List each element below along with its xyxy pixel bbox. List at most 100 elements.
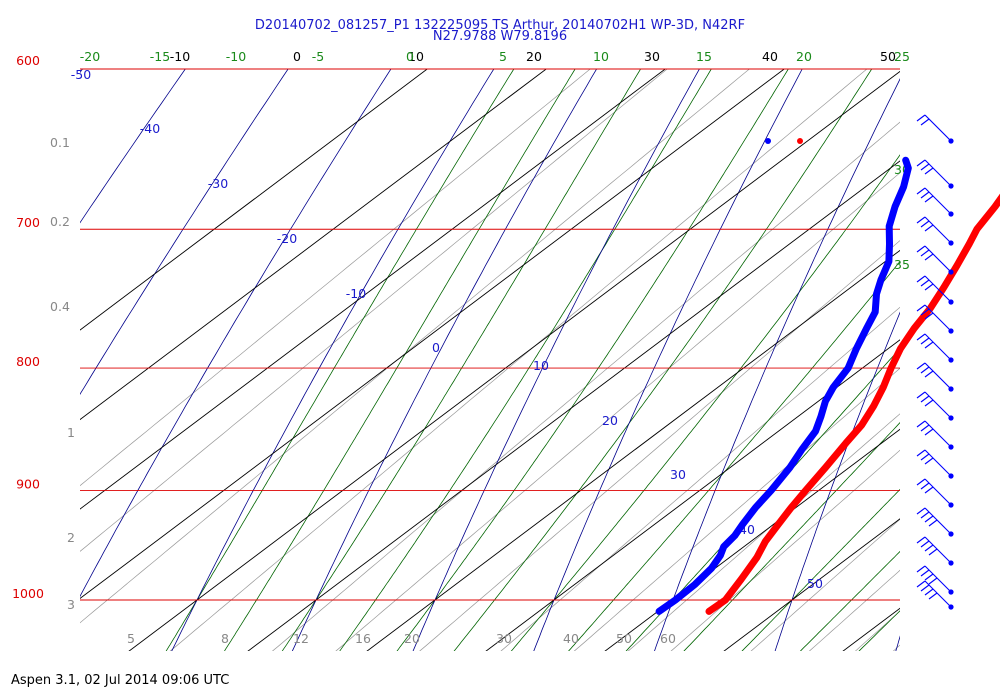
wind-barb bbox=[916, 478, 954, 508]
moist-adiabat-label: -5 bbox=[312, 49, 324, 64]
mixing-ratio-line bbox=[169, 69, 868, 651]
wind-barb bbox=[916, 449, 954, 479]
wind-barb bbox=[916, 565, 954, 595]
moist-adiabat-label: 25 bbox=[894, 49, 910, 64]
wind-barb bbox=[916, 245, 954, 275]
moist-adiabat-line bbox=[568, 260, 900, 651]
dry-adiabat-line bbox=[533, 69, 803, 651]
wind-barb bbox=[916, 159, 954, 189]
isotherm-label: -10 bbox=[170, 49, 190, 64]
wind-barb bbox=[916, 275, 954, 305]
isotherm-line bbox=[366, 249, 900, 651]
mixing-ratio-label: 50 bbox=[616, 631, 632, 646]
isotherm-line bbox=[949, 0, 1000, 661]
wind-barb bbox=[916, 507, 954, 537]
moist-adiabat-line bbox=[510, 154, 900, 651]
moist-adiabat-line bbox=[799, 550, 900, 651]
wind-barb bbox=[916, 536, 954, 566]
mixing-ratio-label: 0.4 bbox=[50, 299, 70, 314]
moist-adiabat-line bbox=[858, 610, 900, 651]
mixing-ratio-label: 2 bbox=[67, 530, 75, 545]
background-lines bbox=[0, 0, 1000, 661]
mixing-ratio-line bbox=[335, 172, 900, 651]
moist-adiabat-line bbox=[453, 69, 873, 651]
dry-adiabat-label: -20 bbox=[277, 231, 297, 246]
moist-adiabat-label: 15 bbox=[696, 49, 712, 64]
isotherm-label: 10 bbox=[408, 49, 424, 64]
mixing-ratio-label: 60 bbox=[660, 631, 676, 646]
mixing-ratio-label: 12 bbox=[293, 631, 309, 646]
mixing-ratio-label: 3 bbox=[67, 597, 75, 612]
moist-adiabat-line bbox=[281, 69, 642, 651]
dry-adiabat-label: 0 bbox=[432, 340, 440, 355]
moist-adiabat-label: -20 bbox=[80, 49, 100, 64]
wind-barb bbox=[916, 420, 954, 450]
mixing-ratio-label: 40 bbox=[563, 631, 579, 646]
mixing-ratio-label: 16 bbox=[355, 631, 371, 646]
dewpoint-profile bbox=[655, 156, 912, 615]
mixing-ratio-line bbox=[500, 306, 900, 651]
moist-adiabat-label: 5 bbox=[499, 49, 507, 64]
mixing-ratio-label: 0.2 bbox=[50, 214, 70, 229]
mixing-ratio-line bbox=[892, 644, 900, 651]
wind-barb bbox=[916, 304, 954, 334]
mixing-ratio-line bbox=[272, 121, 900, 651]
isotherm-line bbox=[247, 160, 900, 651]
isotherm-line bbox=[80, 69, 428, 331]
mixing-ratio-line bbox=[808, 569, 900, 651]
chart-title: D20140702_081257_P1 132225095 TS Arthur,… bbox=[254, 18, 746, 33]
isobar-label: 900 bbox=[16, 476, 40, 491]
mixing-ratio-label: 30 bbox=[496, 631, 512, 646]
isotherm-line bbox=[485, 339, 900, 651]
moist-adiabat-label: -15 bbox=[150, 49, 170, 64]
isotherm-label: 40 bbox=[762, 49, 778, 64]
mixing-ratio-label: 1 bbox=[67, 425, 75, 440]
mixing-ratio-label: 5 bbox=[127, 631, 135, 646]
mixing-ratio-line bbox=[573, 367, 900, 651]
moist-adiabat-line bbox=[339, 69, 712, 651]
dry-adiabat-line bbox=[412, 69, 700, 651]
moist-adiabat-label: -10 bbox=[226, 49, 246, 64]
isotherm-label: 20 bbox=[526, 49, 542, 64]
dry-adiabat-label: 10 bbox=[533, 358, 549, 373]
dry-adiabat-label: 50 bbox=[807, 576, 823, 591]
mixing-ratio-line bbox=[419, 240, 900, 651]
dry-adiabat-line bbox=[291, 69, 598, 651]
dry-adiabat-label: -50 bbox=[71, 67, 91, 82]
wind-barb bbox=[916, 580, 954, 610]
mixing-ratio-line bbox=[670, 449, 900, 651]
moist-adiabat-label: 35 bbox=[894, 257, 910, 272]
mixing-ratio-line bbox=[80, 69, 668, 552]
isotherm-line bbox=[80, 69, 666, 510]
chart-subtitle: N27.9788 W79.8196 bbox=[432, 29, 568, 44]
moist-adiabat-line bbox=[625, 347, 900, 651]
dry-adiabat-label: 20 bbox=[602, 413, 618, 428]
isobar-label: 600 bbox=[16, 53, 40, 68]
footer-caption: Aspen 3.1, 02 Jul 2014 09:06 UTC bbox=[11, 673, 230, 688]
temperature-point bbox=[797, 138, 803, 144]
dry-adiabat-line bbox=[80, 69, 186, 224]
dry-adiabat-line bbox=[80, 69, 289, 395]
moist-adiabat-line bbox=[165, 69, 515, 651]
moist-adiabat-line bbox=[224, 69, 576, 651]
moist-adiabat-label: 20 bbox=[796, 49, 812, 64]
moist-adiabat-label: 0 bbox=[406, 49, 414, 64]
wind-barb bbox=[916, 391, 954, 421]
moist-adiabat-line bbox=[396, 69, 789, 651]
mixing-ratio-label: 8 bbox=[221, 631, 229, 646]
temperature-profile bbox=[705, 193, 1000, 615]
dry-adiabat-line bbox=[774, 311, 900, 651]
dry-adiabat-line bbox=[0, 0, 34, 661]
dewpoint-point bbox=[765, 138, 771, 144]
mixing-ratio-label: 0.1 bbox=[50, 135, 70, 150]
wind-barb bbox=[916, 187, 954, 217]
isotherm-label: 50 bbox=[880, 49, 896, 64]
mixing-ratio-line bbox=[80, 69, 750, 624]
dry-adiabat-label: -10 bbox=[346, 286, 366, 301]
isotherm-label: 30 bbox=[644, 49, 660, 64]
wind-barb bbox=[916, 114, 954, 144]
isotherm-line bbox=[723, 518, 900, 651]
mixing-ratio-line bbox=[750, 518, 900, 651]
moist-adiabat-line bbox=[908, 0, 1000, 661]
